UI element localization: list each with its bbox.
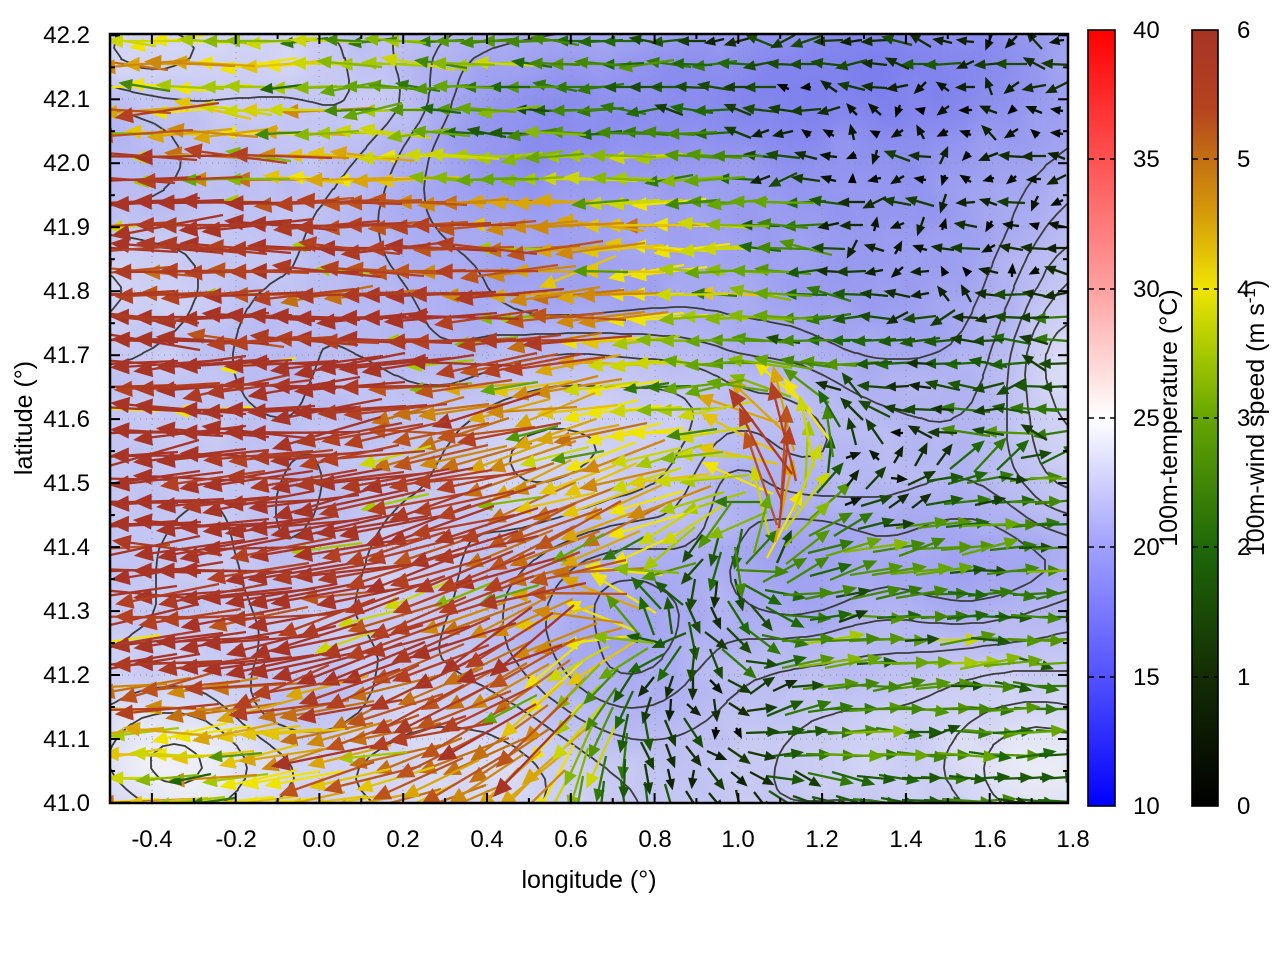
svg-text:41.9: 41.9 — [43, 214, 90, 241]
svg-text:1.6: 1.6 — [973, 826, 1006, 853]
svg-text:1: 1 — [1237, 664, 1250, 691]
svg-text:latitude (°): latitude (°) — [10, 361, 38, 475]
svg-text:41.0: 41.0 — [43, 790, 90, 817]
svg-text:20: 20 — [1133, 534, 1160, 561]
svg-text:41.7: 41.7 — [43, 342, 90, 369]
svg-text:0: 0 — [1237, 793, 1250, 820]
svg-text:5: 5 — [1237, 146, 1250, 173]
svg-text:30: 30 — [1133, 276, 1160, 303]
svg-text:41.5: 41.5 — [43, 470, 90, 497]
svg-text:6: 6 — [1237, 17, 1250, 44]
svg-text:0.8: 0.8 — [638, 826, 671, 853]
svg-text:25: 25 — [1133, 405, 1160, 432]
svg-text:-0.2: -0.2 — [215, 826, 256, 853]
svg-text:0.0: 0.0 — [302, 826, 335, 853]
svg-text:100m-temperature (°C): 100m-temperature (°C) — [1155, 289, 1183, 546]
svg-text:41.2: 41.2 — [43, 662, 90, 689]
svg-text:40: 40 — [1133, 17, 1160, 44]
svg-text:41.6: 41.6 — [43, 406, 90, 433]
svg-text:42.1: 42.1 — [43, 86, 90, 113]
svg-text:0.2: 0.2 — [386, 826, 419, 853]
svg-text:41.3: 41.3 — [43, 598, 90, 625]
svg-text:3: 3 — [1237, 405, 1250, 432]
svg-text:42.2: 42.2 — [43, 22, 90, 49]
svg-text:1.0: 1.0 — [721, 826, 754, 853]
svg-text:longitude (°): longitude (°) — [521, 866, 656, 894]
svg-text:42.0: 42.0 — [43, 150, 90, 177]
svg-text:-0.4: -0.4 — [131, 826, 172, 853]
svg-text:1.2: 1.2 — [805, 826, 838, 853]
svg-text:1.4: 1.4 — [889, 826, 922, 853]
svg-text:15: 15 — [1133, 664, 1160, 691]
svg-text:4: 4 — [1237, 276, 1250, 303]
svg-text:0.4: 0.4 — [470, 826, 503, 853]
svg-text:0.6: 0.6 — [554, 826, 587, 853]
svg-text:2: 2 — [1237, 534, 1250, 561]
svg-text:41.1: 41.1 — [43, 726, 90, 753]
svg-text:35: 35 — [1133, 146, 1160, 173]
svg-text:1.8: 1.8 — [1056, 826, 1089, 853]
svg-text:100m-wind speed (m s-1): 100m-wind speed (m s-1) — [1240, 280, 1271, 556]
svg-text:41.4: 41.4 — [43, 534, 90, 561]
svg-text:41.8: 41.8 — [43, 278, 90, 305]
svg-text:10: 10 — [1133, 793, 1160, 820]
